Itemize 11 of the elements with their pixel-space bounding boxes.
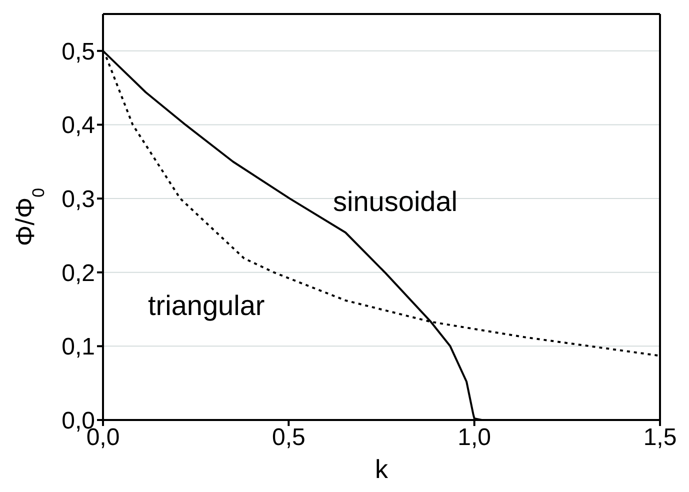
y-tick-label: 0,4 bbox=[62, 112, 95, 140]
x-tick-label: 1,5 bbox=[643, 424, 677, 452]
x-tick-label: 1,0 bbox=[458, 424, 492, 452]
series-label: triangular bbox=[148, 290, 265, 322]
y-tick-label: 0,3 bbox=[62, 186, 95, 214]
y-tick-label: 0,5 bbox=[62, 38, 95, 66]
y-tick-label: 0,1 bbox=[62, 334, 95, 361]
series-label: sinusoidal bbox=[333, 186, 458, 218]
x-axis-title: k bbox=[375, 454, 389, 484]
x-tick-label: 0,5 bbox=[272, 424, 306, 452]
y-tick-label: 0,2 bbox=[62, 260, 95, 287]
